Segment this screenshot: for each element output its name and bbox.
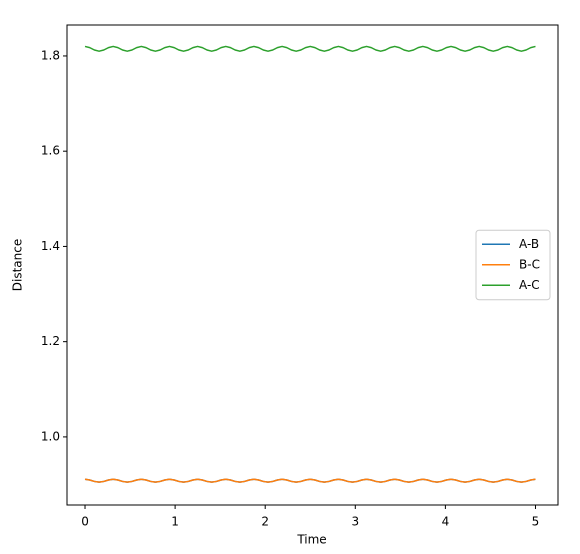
x-axis-label: Time xyxy=(296,533,326,547)
y-tick-label: 1.0 xyxy=(41,429,60,443)
data-line xyxy=(84,478,536,483)
y-tick-label: 1.4 xyxy=(41,239,60,253)
y-tick-label: 1.6 xyxy=(41,144,60,158)
plot-frame xyxy=(66,24,559,506)
y-axis-label: Distance xyxy=(11,239,25,291)
x-tick-label: 0 xyxy=(81,515,89,529)
y-tick-label: 1.8 xyxy=(41,48,60,62)
y-tick-label: 1.2 xyxy=(41,334,60,348)
legend-label: A-C xyxy=(519,278,540,292)
legend-label: A-B xyxy=(519,237,539,251)
x-tick-label: 1 xyxy=(171,515,179,529)
x-tick-label: 5 xyxy=(532,515,540,529)
legend-box xyxy=(475,229,551,301)
x-tick-label: 4 xyxy=(442,515,450,529)
x-tick-label: 3 xyxy=(351,515,359,529)
data-line xyxy=(84,45,536,52)
x-tick-label: 2 xyxy=(261,515,269,529)
legend-label: B-C xyxy=(519,257,540,271)
